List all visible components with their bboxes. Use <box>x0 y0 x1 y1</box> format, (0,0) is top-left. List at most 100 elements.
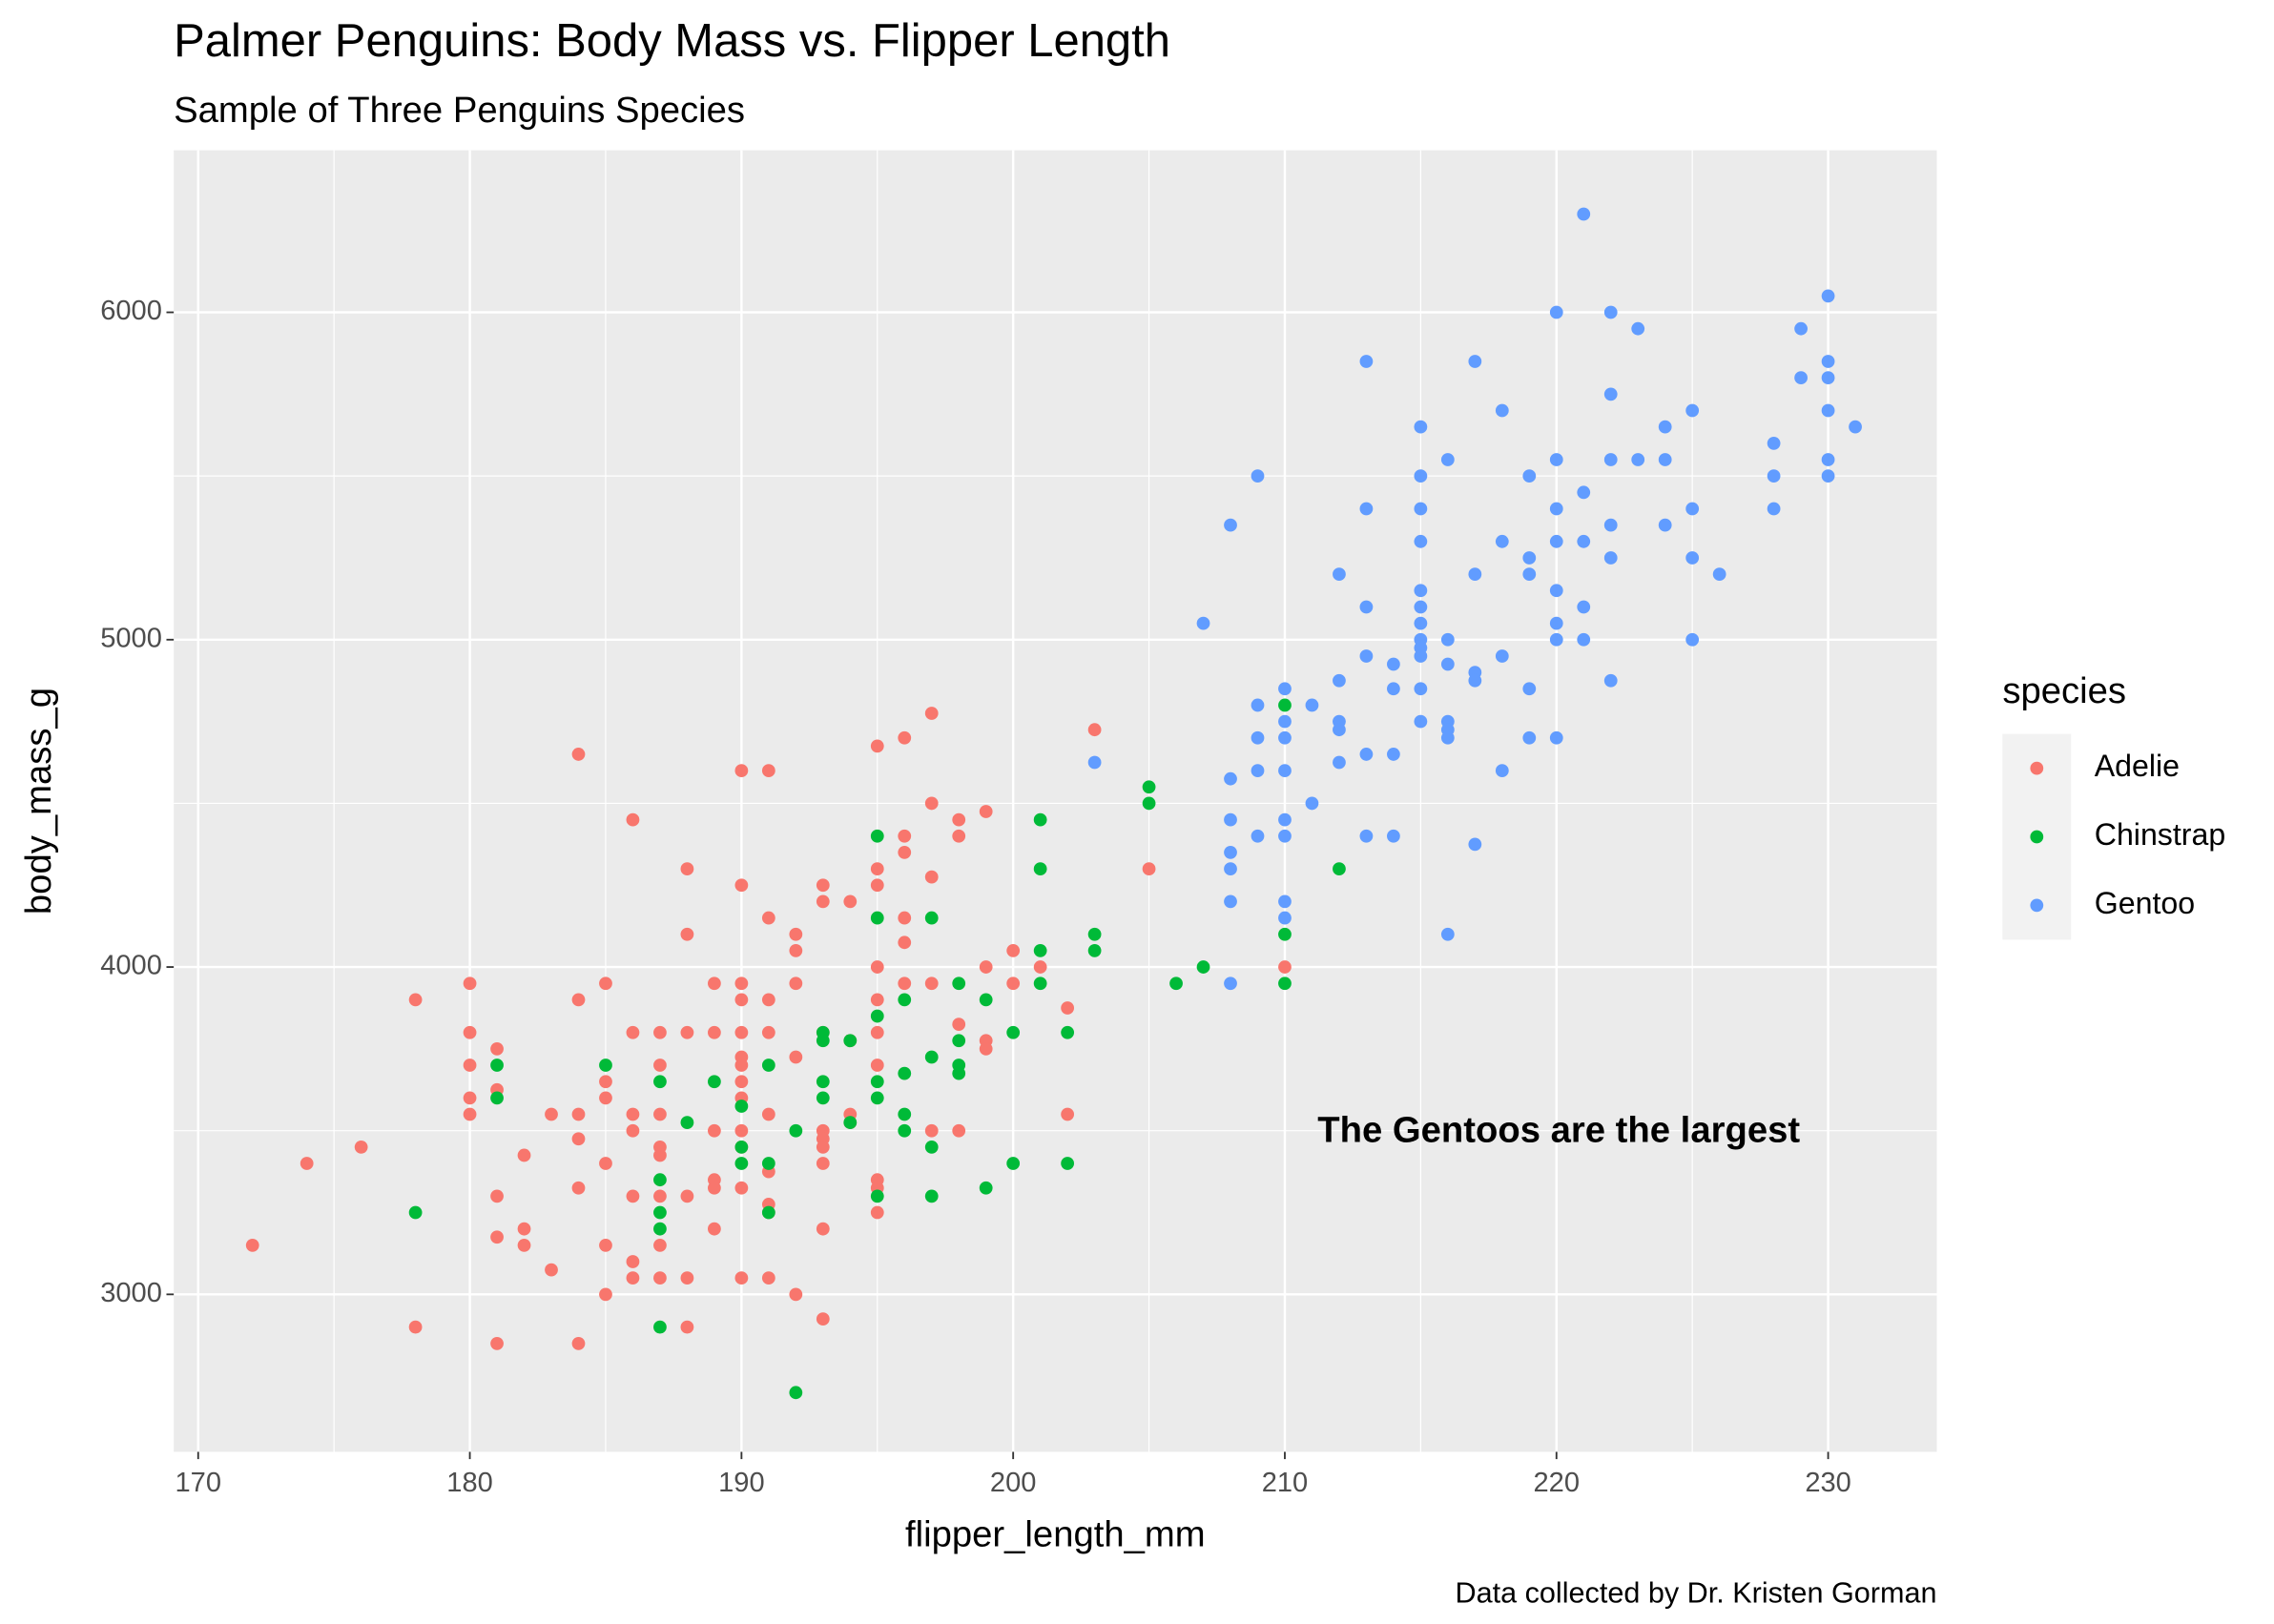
data-point <box>816 1091 830 1105</box>
data-point <box>1603 305 1618 319</box>
data-point <box>653 1205 667 1220</box>
data-point <box>1278 714 1292 729</box>
data-point <box>870 1009 884 1023</box>
data-point <box>599 1287 612 1302</box>
data-point <box>1603 551 1618 565</box>
data-point <box>1033 944 1047 957</box>
data-point <box>1577 485 1591 500</box>
data-point <box>653 1148 667 1162</box>
data-point <box>490 1091 504 1105</box>
data-point <box>761 1271 775 1285</box>
data-point <box>1414 682 1428 696</box>
data-point <box>1142 862 1156 875</box>
data-point <box>1495 534 1509 548</box>
x-tick-label: 180 <box>446 1468 493 1498</box>
data-point <box>1224 846 1237 859</box>
data-point <box>680 1025 694 1039</box>
data-point <box>979 1041 993 1056</box>
legend-title: species <box>2002 670 2126 711</box>
data-point <box>979 805 993 818</box>
data-point <box>1142 796 1156 811</box>
data-point <box>870 911 884 925</box>
data-point <box>761 1059 775 1072</box>
data-point <box>1224 976 1237 991</box>
data-point <box>898 935 912 950</box>
data-point <box>870 829 884 843</box>
data-point <box>1849 420 1862 434</box>
data-point <box>1468 837 1482 852</box>
data-point <box>734 1181 749 1195</box>
data-point <box>734 1140 749 1154</box>
data-point <box>1414 600 1428 614</box>
data-point <box>490 1230 504 1244</box>
data-point <box>1278 911 1292 925</box>
data-point <box>734 993 749 1007</box>
data-point <box>463 1107 477 1121</box>
y-tick-label: 3000 <box>100 1278 162 1308</box>
data-point <box>1061 1001 1075 1015</box>
data-point <box>734 764 749 777</box>
data-point <box>463 1059 477 1072</box>
y-tick-label: 5000 <box>100 623 162 653</box>
data-point <box>1333 723 1346 737</box>
data-point <box>1495 403 1509 418</box>
data-point <box>1821 355 1835 368</box>
data-point <box>789 1123 803 1138</box>
data-point <box>734 1075 749 1089</box>
data-point <box>816 1034 830 1048</box>
data-point <box>1794 321 1808 336</box>
data-point <box>599 1075 612 1089</box>
data-point <box>1631 321 1645 336</box>
data-point <box>1414 584 1428 598</box>
data-point <box>1359 355 1374 368</box>
data-point <box>1549 632 1563 647</box>
data-point <box>1033 862 1047 875</box>
data-point <box>1278 829 1292 843</box>
data-point <box>680 927 694 941</box>
data-point <box>789 1050 803 1064</box>
data-point <box>761 764 775 777</box>
data-point <box>1251 764 1265 777</box>
x-tick-label: 230 <box>1805 1468 1851 1498</box>
data-point <box>708 1025 721 1039</box>
data-point <box>1468 673 1482 688</box>
data-point <box>1333 755 1346 770</box>
x-tick-label: 220 <box>1534 1468 1581 1498</box>
data-point <box>898 1107 912 1121</box>
data-point <box>1603 387 1618 401</box>
data-point <box>571 1132 586 1146</box>
data-point <box>517 1238 531 1252</box>
data-point <box>1522 551 1537 565</box>
data-point <box>870 1075 884 1089</box>
data-point <box>1359 649 1374 663</box>
data-point <box>1549 502 1563 516</box>
data-point <box>599 1059 612 1072</box>
x-tick-label: 210 <box>1262 1468 1309 1498</box>
data-point <box>354 1140 368 1154</box>
data-point <box>1359 748 1374 761</box>
data-point <box>1006 944 1021 957</box>
data-point <box>1522 730 1537 745</box>
legend-label: Chinstrap <box>2095 817 2226 852</box>
data-point <box>653 1059 667 1072</box>
data-point <box>1522 469 1537 483</box>
data-point <box>1251 829 1265 843</box>
data-point <box>1169 976 1183 991</box>
data-point <box>952 1018 966 1032</box>
data-point <box>1278 976 1292 991</box>
data-point <box>708 976 721 991</box>
data-point <box>843 1116 858 1130</box>
data-point <box>1061 1157 1075 1170</box>
data-point <box>952 1034 966 1048</box>
data-point <box>626 1123 640 1138</box>
data-point <box>1577 207 1591 221</box>
data-point <box>734 1157 749 1170</box>
data-point <box>898 846 912 859</box>
data-point <box>1468 355 1482 368</box>
data-point <box>545 1107 558 1121</box>
data-point <box>789 944 803 957</box>
data-point <box>626 1189 640 1203</box>
x-axis-title: flipper_length_mm <box>905 1513 1206 1554</box>
data-point <box>816 1075 830 1089</box>
